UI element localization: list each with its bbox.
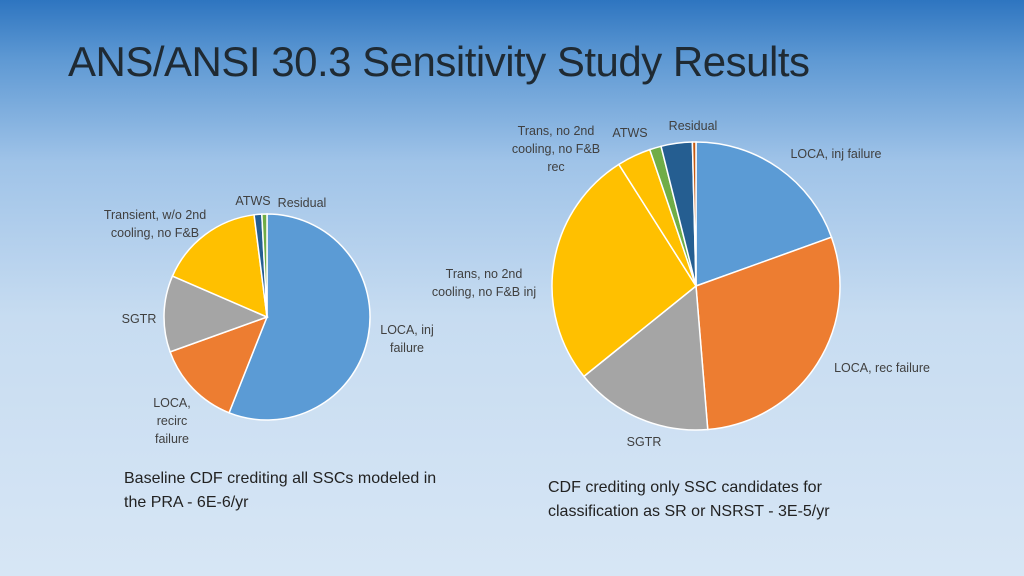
pie-slice-2-sgtr (582, 284, 709, 431)
pie-label-2-atws: ATWS (612, 126, 647, 140)
pie-slice-2-trans-no-2nd-cooling-no-f-b-inj (551, 163, 697, 378)
pie-slice-1-sgtr (163, 275, 270, 353)
pie-label-2-trans-no-2nd-cooling-no-f-b-inj: Trans, no 2nd cooling, no F&B inj (432, 267, 536, 299)
pie-slice-2-loca-inj-failure (695, 141, 833, 288)
pie-label-2-loca-inj-failure: LOCA, inj failure (790, 147, 881, 161)
pie-label-2-trans-no-2nd-cooling-no-f-b-rec: Trans, no 2nd cooling, no F&B rec (512, 124, 600, 174)
pie-chart-baseline (163, 213, 371, 421)
pie-label-2-residual: Residual (669, 119, 718, 133)
pie-slice-1-residual (261, 213, 268, 318)
pie-labels: LOCA, inj failure LOCA, recirc failure SGTR Tr… (104, 119, 930, 449)
caption-candidates: CDF crediting only SSC candidates for cl… (548, 479, 830, 520)
slide-title: ANS/ANSI 30.3 Sensitivity Study Results (68, 38, 810, 85)
pie-label-1-transient-w-o-2nd-cooling-no-f-b: Transient, w/o 2nd cooling, no F&B (104, 208, 206, 240)
pie-label-1-loca-inj-failure: LOCA, inj failure (380, 323, 434, 355)
pie-label-2-sgtr: SGTR (627, 435, 662, 449)
pie-slice-1-loca-recirc-failure (169, 315, 269, 414)
pie-label-1-residual: Residual (278, 196, 327, 210)
pie-slice-2-residual-other (691, 141, 697, 287)
caption-baseline: Baseline CDF crediting all SSCs modeled … (124, 470, 437, 511)
pie-slice-2-loca-rec-failure (695, 236, 841, 431)
pie-label-2-loca-rec-failure: LOCA, rec failure (834, 361, 930, 375)
pie-chart-candidates (551, 141, 841, 431)
pie-label-1-sgtr: SGTR (122, 312, 157, 326)
pie-label-1-loca-recirc-failure: LOCA, recirc failure (153, 396, 191, 446)
pie-slice-1-transient-w-o-2nd-cooling-no-f-b (171, 213, 268, 319)
pie-label-1-atws: ATWS (235, 194, 270, 208)
pie-slice-1-loca-inj-failure (228, 213, 371, 421)
